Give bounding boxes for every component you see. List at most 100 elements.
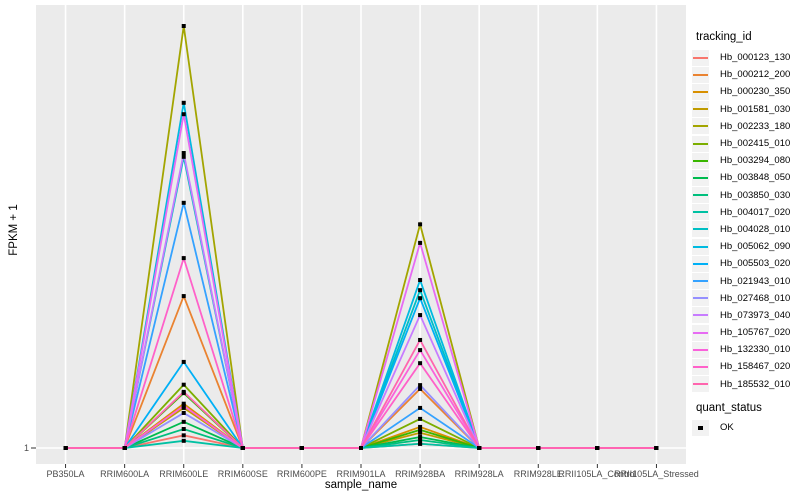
legend-entries: Hb_000123_130 Hb_000212_200 Hb_000230_350 H… <box>692 49 790 393</box>
data-point <box>654 446 659 450</box>
data-point <box>181 403 186 408</box>
x-tick-label-RRIM928LE: RRIM928LE <box>513 469 563 479</box>
legend-line-icon <box>693 108 708 111</box>
data-point <box>181 100 186 105</box>
legend-line-icon <box>693 314 708 317</box>
legend-key-swatch <box>692 204 709 221</box>
data-point <box>418 222 423 227</box>
legend-entry-Hb_185532_010: Hb_185532_010 <box>692 376 790 393</box>
data-point <box>181 382 186 387</box>
data-point <box>418 416 423 421</box>
legend-entry-Hb_021943_010: Hb_021943_010 <box>692 272 791 290</box>
data-point <box>181 24 186 28</box>
legend-line-icon <box>693 194 708 197</box>
x-tick-label-PB350LA: PB350LA <box>46 469 85 479</box>
legend-entry-Hb_005503_020: Hb_005503_020 <box>692 255 790 272</box>
legend-label: Hb_004028_010 <box>720 223 791 235</box>
legend-title-quant-status: quant_status <box>696 402 762 414</box>
data-point <box>63 446 68 450</box>
data-point <box>418 383 423 388</box>
legend-label: Hb_003848_050 <box>720 172 791 184</box>
legend-entry-Hb_004017_020: Hb_004017_020 <box>692 204 790 221</box>
data-point <box>418 427 423 432</box>
y-axis-title: FPKM + 1 <box>8 204 20 256</box>
legend-line-icon <box>693 280 708 283</box>
legend-label: Hb_027468_010 <box>720 292 791 304</box>
legend-entry-Hb_001581_030: Hb_001581_030 <box>692 101 790 118</box>
data-point <box>418 278 423 283</box>
legend-entry-quant-ok: OK <box>692 419 734 436</box>
x-tick-label-RRII105LA_Stressed: RRII105LA_Stressed <box>614 469 699 479</box>
legend-key-swatch <box>692 358 709 375</box>
legend-line-icon <box>693 383 708 386</box>
legend-label: Hb_005062_090 <box>720 241 791 253</box>
x-tick-label-RRIM600PE: RRIM600PE <box>276 469 327 479</box>
data-point <box>418 441 423 446</box>
x-axis-title: sample_name <box>324 479 398 491</box>
legend-label: Hb_021943_010 <box>720 275 791 287</box>
legend-line-icon <box>693 245 708 248</box>
legend-key-swatch <box>692 238 709 255</box>
data-point <box>181 154 186 159</box>
legend-label: Hb_000230_350 <box>720 86 791 98</box>
data-point <box>477 446 482 450</box>
legend-line-icon <box>693 365 708 368</box>
legend-label: Hb_000123_130 <box>720 52 791 64</box>
legend-line-icon <box>693 56 708 59</box>
x-tick-label-RRIM600LA: RRIM600LA <box>100 469 150 479</box>
data-point <box>418 240 423 245</box>
legend-line-icon <box>693 73 708 76</box>
legend-label: Hb_000212_200 <box>720 69 791 81</box>
y-tick-label: 1 <box>23 443 29 453</box>
legend-line-icon <box>693 125 708 128</box>
data-point <box>418 313 423 318</box>
legend-entry-Hb_073973_040: Hb_073973_040 <box>692 307 790 324</box>
legend-entry-Hb_000123_130: Hb_000123_130 <box>692 49 790 66</box>
data-point <box>122 446 127 450</box>
x-tick-label-RRIM901LA: RRIM901LA <box>336 469 386 479</box>
x-tick-label-RRIM600SE: RRIM600SE <box>217 469 268 479</box>
data-point <box>181 427 186 432</box>
data-point <box>359 446 363 450</box>
data-point <box>181 294 186 299</box>
data-point <box>181 112 186 117</box>
data-point <box>299 446 304 450</box>
legend-line-icon <box>693 159 708 162</box>
legend-label: Hb_185532_010 <box>720 378 791 390</box>
legend-line-icon <box>693 262 708 265</box>
data-point <box>181 256 186 261</box>
ok-point-icon <box>698 425 703 431</box>
data-point <box>418 296 423 301</box>
x-tick-label-RRIM600LE: RRIM600LE <box>159 469 209 479</box>
legend-key-swatch <box>692 187 709 204</box>
data-point <box>418 348 423 353</box>
legend-key-swatch <box>692 135 709 152</box>
legend-line-icon <box>693 297 708 300</box>
legend-entry-Hb_005062_090: Hb_005062_090 <box>692 238 790 255</box>
legend-key-swatch <box>692 221 709 238</box>
legend-label: Hb_004017_020 <box>720 206 791 218</box>
data-point <box>181 438 186 443</box>
legend-label: OK <box>720 422 734 434</box>
x-tick-label-RRII105LA_Control: RRII105LA_Control <box>558 469 637 479</box>
data-point <box>181 359 186 364</box>
legend-key-swatch <box>692 290 709 307</box>
data-point <box>418 435 423 440</box>
legend-label: Hb_073973_040 <box>720 309 791 321</box>
data-point <box>418 288 423 293</box>
legend-label: Hb_002233_180 <box>720 120 791 132</box>
legend-key-swatch <box>692 66 709 83</box>
legend-line-icon <box>693 331 708 334</box>
legend-line-icon <box>693 228 708 231</box>
legend-line-icon <box>693 211 708 214</box>
legend-line-icon <box>693 90 708 93</box>
data-point <box>181 401 186 406</box>
legend-entry-Hb_158467_020: Hb_158467_020 <box>692 358 790 375</box>
legend-entry-Hb_027468_010: Hb_027468_010 <box>692 290 790 307</box>
data-point <box>181 200 186 205</box>
legend-key-swatch <box>692 324 709 341</box>
legend-key-swatch <box>692 307 709 324</box>
data-point <box>181 389 186 394</box>
data-point <box>418 430 423 435</box>
